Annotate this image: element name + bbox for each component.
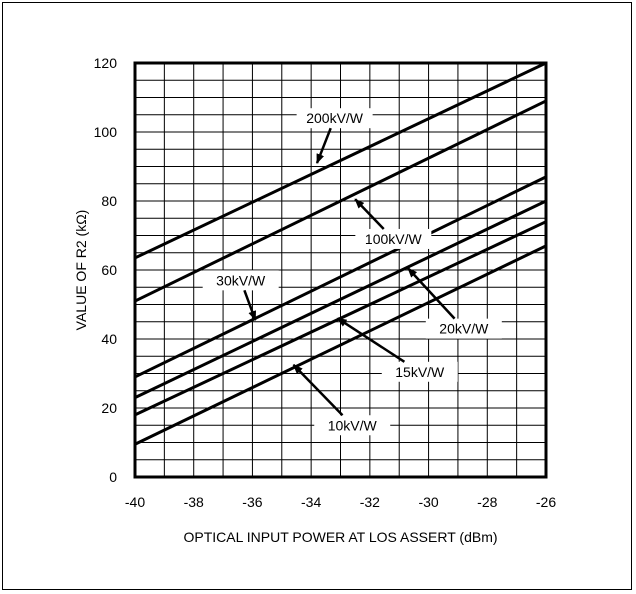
series-line <box>134 199 547 400</box>
x-tick-label: -32 <box>360 494 380 510</box>
curve-label-background <box>202 270 279 291</box>
curve-labels: 200kV/W 100kV/W 30kV/W 20kV/W 15kV/W 10kV/W <box>202 108 502 436</box>
curve-label: 10kV/W <box>328 417 378 433</box>
y-tick-label: 0 <box>109 469 117 485</box>
curve-label-background <box>296 108 373 129</box>
series-line <box>134 244 547 446</box>
y-tick-label: 120 <box>94 55 118 71</box>
series-line <box>134 99 547 303</box>
y-tick-label: 40 <box>101 331 117 347</box>
x-tick-label: -40 <box>125 494 145 510</box>
y-tick-label: 60 <box>101 262 117 278</box>
curve-label-arrow <box>315 127 332 164</box>
y-tick-label: 100 <box>94 124 118 140</box>
curve-label-background <box>425 318 502 339</box>
x-tick-label: -36 <box>242 494 262 510</box>
curve-label: 200kV/W <box>306 110 364 126</box>
curve-label-arrow <box>336 317 406 363</box>
series-line <box>134 175 547 379</box>
curve-label-arrow <box>407 267 456 320</box>
curve-label: 15kV/W <box>395 364 445 380</box>
series-line <box>134 61 547 260</box>
x-tick-label: -26 <box>536 494 556 510</box>
y-tick-label: 20 <box>101 400 117 416</box>
curve-label: 20kV/W <box>439 321 489 337</box>
plot-area-border <box>133 61 548 479</box>
y-axis-label: VALUE OF R2 (kΩ) <box>73 210 89 331</box>
x-tick-label: -38 <box>184 494 204 510</box>
tick-labels: -40 -38 -36 -34 -32 -30 -28 -26 0 20 40 60 80 100 120 <box>94 55 557 510</box>
curve-label-arrow <box>354 198 385 230</box>
curve-label-background <box>355 228 432 249</box>
x-tick-label: -28 <box>477 494 497 510</box>
y-tick-label: 80 <box>101 193 117 209</box>
x-axis-label: OPTICAL INPUT POWER AT LOS ASSERT (dBm) <box>183 529 497 545</box>
curve-label: 100kV/W <box>365 231 423 247</box>
curve-label-arrow <box>243 289 257 321</box>
x-tick-label: -34 <box>301 494 321 510</box>
curve-label-background <box>314 415 391 436</box>
x-tick-label: -30 <box>418 494 438 510</box>
curve-label-arrow <box>292 364 344 417</box>
curve-label-background <box>381 361 458 382</box>
curve-label: 30kV/W <box>216 272 266 288</box>
